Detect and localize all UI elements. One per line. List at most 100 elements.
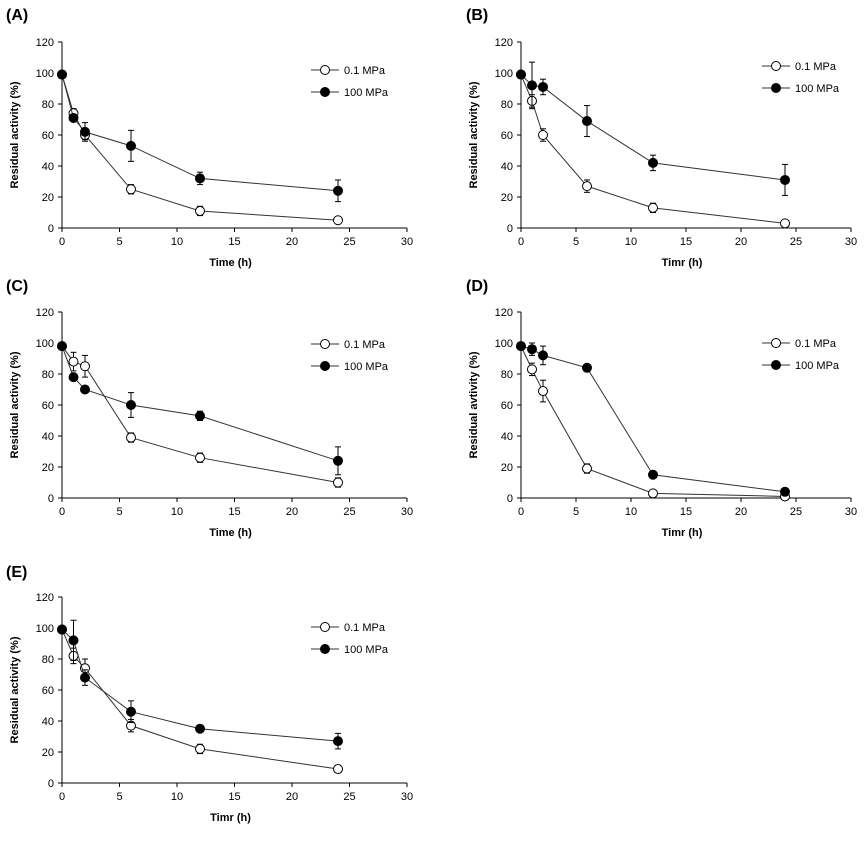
data-point-open [648, 488, 658, 499]
chart-panel: (A) 0 20 40 60 80 100 120 0 5 10 15 20 25 30 Time (h) Re… [6, 7, 413, 269]
y-tick-label: 40 [501, 161, 513, 173]
panel-label: (B) [466, 7, 488, 24]
x-tick-label: 0 [518, 506, 524, 518]
x-tick-label: 10 [171, 506, 183, 518]
data-point-open [126, 432, 136, 443]
data-point-open [582, 463, 592, 474]
legend-label: 0.1 MPa [795, 338, 837, 350]
x-tick-label: 30 [401, 506, 413, 518]
legend-marker-filled [320, 87, 330, 97]
x-tick-label: 25 [343, 791, 355, 803]
x-tick-label: 20 [286, 506, 298, 518]
legend-label: 100 MPa [344, 644, 389, 656]
y-tick-label: 100 [36, 338, 54, 350]
y-tick-label: 80 [501, 369, 513, 381]
panel-label: (A) [6, 7, 28, 24]
series-0-1-mpa: 0.1 MPa [57, 622, 386, 775]
x-axis-title: Timr (h) [662, 257, 703, 269]
chart-panel: (C) 0 20 40 60 80 100 120 0 5 10 15 20 25 30 Time (h) Re… [6, 278, 413, 539]
y-tick-label: 80 [42, 369, 54, 381]
legend-marker-open [771, 338, 781, 348]
y-tick-label: 120 [36, 37, 54, 49]
data-point-filled [527, 344, 537, 355]
data-point-filled [648, 157, 658, 168]
data-point-filled [516, 69, 526, 80]
legend-label: 0.1 MPa [344, 65, 386, 77]
x-tick-label: 20 [735, 236, 747, 248]
series-line [520, 74, 786, 224]
data-point-open [68, 356, 79, 367]
x-tick-label: 20 [735, 506, 747, 518]
data-point-filled [780, 486, 790, 497]
legend-label: 0.1 MPa [344, 339, 386, 351]
data-point-filled [68, 372, 79, 383]
x-tick-label: 0 [518, 236, 524, 248]
x-tick-label: 15 [228, 791, 240, 803]
x-tick-label: 10 [171, 791, 183, 803]
panel-label: (D) [466, 278, 488, 295]
x-tick-label: 30 [845, 506, 857, 518]
y-tick-label: 20 [42, 747, 54, 759]
y-axis-title: Residual activity (%) [468, 81, 480, 188]
series-line [61, 74, 339, 221]
x-tick-label: 10 [171, 236, 183, 248]
data-point-open [538, 386, 548, 397]
data-point-filled [126, 706, 136, 717]
x-tick-label: 5 [116, 236, 122, 248]
legend-label: 100 MPa [344, 87, 389, 99]
y-tick-label: 100 [495, 68, 513, 80]
x-tick-label: 10 [625, 506, 637, 518]
x-tick-label: 30 [401, 236, 413, 248]
y-tick-label: 80 [42, 99, 54, 111]
data-point-open [333, 215, 343, 226]
data-point-filled [80, 126, 90, 137]
x-tick-label: 20 [286, 791, 298, 803]
legend-label: 100 MPa [344, 361, 389, 373]
legend-marker-filled [771, 83, 781, 93]
data-point-filled [527, 80, 537, 91]
series-line [61, 74, 339, 192]
legend-label: 0.1 MPa [344, 622, 386, 634]
data-point-open [333, 477, 343, 488]
data-point-open [333, 764, 343, 775]
legend-label: 100 MPa [795, 83, 840, 95]
y-axis-title: Residual activity (%) [9, 81, 21, 188]
x-tick-label: 10 [625, 236, 637, 248]
data-point-filled [80, 384, 90, 395]
x-tick-label: 30 [401, 791, 413, 803]
data-point-filled [195, 723, 205, 734]
series-100-mpa: 100 MPa [57, 341, 389, 476]
y-tick-label: 20 [42, 462, 54, 474]
y-tick-label: 120 [36, 592, 54, 604]
data-point-open [195, 743, 205, 754]
y-tick-label: 80 [501, 99, 513, 111]
x-tick-label: 0 [59, 791, 65, 803]
data-point-open [538, 130, 548, 140]
x-tick-label: 25 [790, 506, 802, 518]
data-point-open [195, 452, 205, 463]
series-100-mpa: 100 MPa [57, 619, 389, 750]
y-tick-label: 120 [36, 307, 54, 319]
y-tick-label: 100 [36, 68, 54, 80]
x-tick-label: 15 [680, 236, 692, 248]
data-point-open [648, 202, 658, 213]
x-axis-title: Timr (h) [210, 812, 251, 824]
data-point-filled [195, 173, 205, 184]
x-tick-label: 25 [343, 506, 355, 518]
data-point-filled [582, 116, 592, 127]
data-point-filled [780, 174, 790, 185]
data-point-filled [333, 455, 343, 466]
legend-marker-filled [320, 644, 330, 654]
y-tick-label: 100 [36, 623, 54, 635]
series-100-mpa: 100 MPa [57, 69, 389, 203]
x-tick-label: 15 [228, 506, 240, 518]
y-tick-label: 60 [42, 685, 54, 697]
y-tick-label: 20 [501, 462, 513, 474]
data-point-filled [57, 341, 67, 352]
y-tick-label: 0 [48, 493, 54, 505]
y-tick-label: 60 [42, 130, 54, 142]
x-tick-label: 20 [286, 236, 298, 248]
y-tick-label: 0 [507, 223, 513, 235]
chart-panel: (D) 0 20 40 60 80 100 120 0 5 10 15 20 25 30 Timr (h) Re… [466, 278, 857, 539]
data-point-filled [68, 112, 79, 123]
